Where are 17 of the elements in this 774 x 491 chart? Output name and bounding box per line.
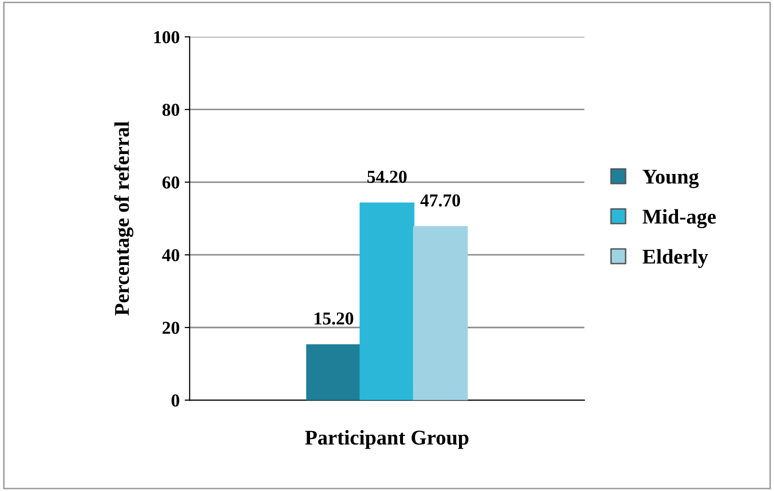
y-tick-label: 60 — [162, 176, 180, 189]
data-label: 47.70 — [420, 194, 460, 207]
x-axis-title: Participant Group — [305, 430, 468, 449]
y-axis-title: Percentage of referral — [114, 121, 134, 316]
y-tick-label: 80 — [162, 104, 180, 116]
bar — [360, 202, 414, 400]
legend-label: Mid-age — [642, 209, 716, 228]
data-label: 54.20 — [367, 170, 407, 183]
y-tick-label: 20 — [162, 322, 180, 334]
data-label: 15.20 — [314, 312, 354, 325]
legend-label: Young — [642, 170, 699, 188]
y-tick-label: 0 — [172, 394, 180, 407]
bar — [306, 344, 361, 400]
bar — [413, 226, 468, 400]
y-tick-label: 100 — [154, 31, 180, 44]
y-tick-label: 40 — [162, 249, 180, 262]
legend-label: Elderly — [642, 249, 708, 268]
